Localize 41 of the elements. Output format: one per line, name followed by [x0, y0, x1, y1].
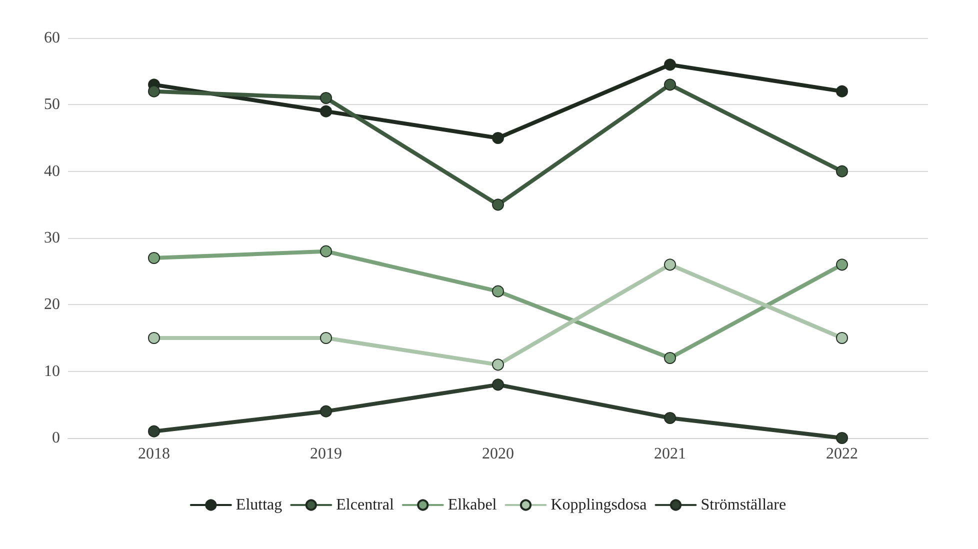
legend-label: Elkabel [448, 496, 498, 514]
point [664, 258, 676, 271]
y-tick-label: 40 [44, 162, 60, 180]
point [492, 198, 504, 211]
point [492, 132, 504, 144]
x-tick-label: 2018 [138, 446, 170, 462]
point [320, 405, 332, 418]
point [836, 85, 848, 98]
point [148, 425, 160, 438]
point [492, 358, 504, 371]
point [664, 352, 676, 364]
y-tick-label: 0 [52, 430, 60, 446]
point [664, 78, 676, 91]
point [320, 332, 332, 344]
point [320, 105, 332, 118]
y-tick-label: 50 [44, 96, 60, 114]
point [148, 252, 160, 264]
y-tick-label: 10 [44, 362, 60, 380]
point [492, 378, 504, 391]
point [492, 285, 504, 298]
point [148, 332, 160, 344]
legend-label: Eluttag [236, 496, 282, 514]
legend-label: Elcentral [336, 496, 394, 514]
point [664, 412, 676, 424]
x-tick-label: 2020 [482, 446, 514, 462]
y-tick-label: 60 [44, 30, 60, 46]
point [320, 245, 332, 258]
point [836, 165, 848, 178]
x-tick-label: 2022 [826, 446, 858, 462]
point [320, 92, 332, 104]
point [836, 432, 848, 444]
point [664, 58, 676, 71]
legend-label: Kopplingsdosa [550, 496, 647, 514]
x-tick-label: 2019 [310, 446, 342, 462]
y-tick-label: 20 [44, 296, 60, 314]
y-tick-label: 30 [44, 230, 60, 246]
x-tick-label: 2021 [654, 446, 686, 462]
point [836, 332, 848, 344]
legend-label: Strömställare [700, 496, 786, 514]
point [148, 85, 160, 98]
point [836, 258, 848, 271]
